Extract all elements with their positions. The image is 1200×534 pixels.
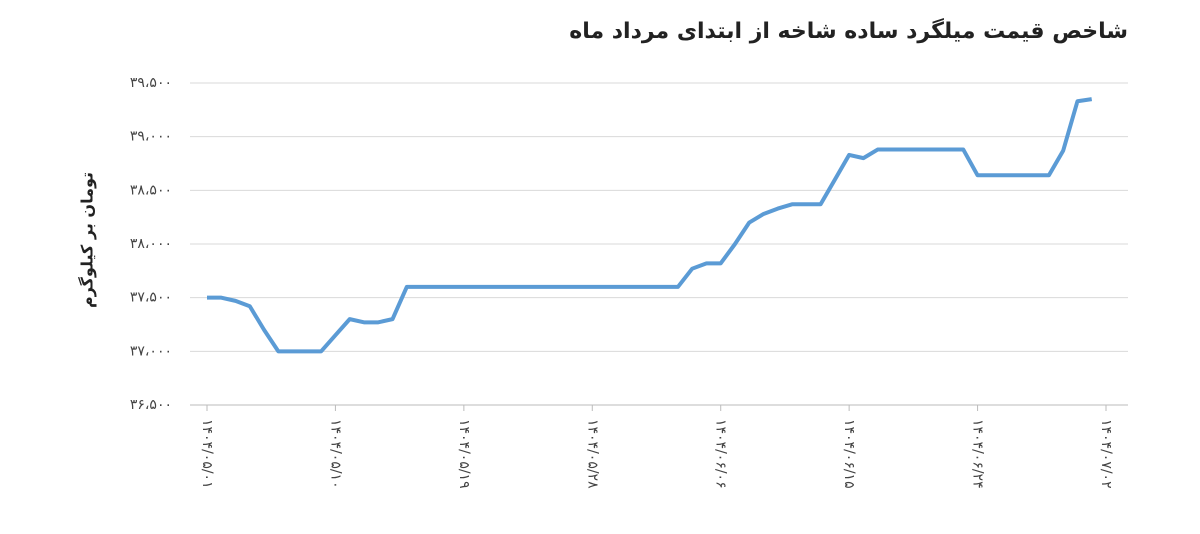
- x-tick-label: ۱۴۰۴/۰۵/۲۸: [584, 419, 600, 489]
- data-line: [207, 97, 1093, 354]
- y-tick-label: ۳۹،۰۰۰: [130, 129, 172, 145]
- x-tick-label: ۱۴۰۴/۰۵/۱۰: [327, 419, 343, 489]
- x-tick-label: ۱۴۰۴/۰۶/۰۶: [713, 419, 729, 489]
- y-tick-label: ۳۸،۰۰۰: [130, 236, 172, 252]
- x-tick-label: ۱۴۰۴/۰۵/۱۹: [456, 419, 472, 489]
- y-tick-label: ۳۶،۵۰۰: [130, 397, 172, 413]
- x-tick-label: ۱۴۰۴/۰۷/۰۲: [1098, 419, 1114, 489]
- chart-title: شاخص قیمت میلگرد ساده شاخه از ابتدای مرد…: [569, 17, 1128, 44]
- y-axis-label: تومان بر کیلوگرم: [78, 172, 97, 308]
- x-tick-label: ۱۴۰۴/۰۶/۲۴: [970, 419, 986, 489]
- y-tick-label: ۳۸،۵۰۰: [130, 182, 172, 198]
- y-tick-label: ۳۷،۰۰۰: [130, 343, 172, 359]
- x-tick-label: ۱۴۰۴/۰۵/۰۱: [199, 419, 215, 489]
- x-tick-label: ۱۴۰۴/۰۶/۱۵: [841, 419, 857, 489]
- y-tick-label: ۳۹،۵۰۰: [130, 75, 172, 91]
- y-tick-label: ۳۷،۵۰۰: [130, 290, 172, 306]
